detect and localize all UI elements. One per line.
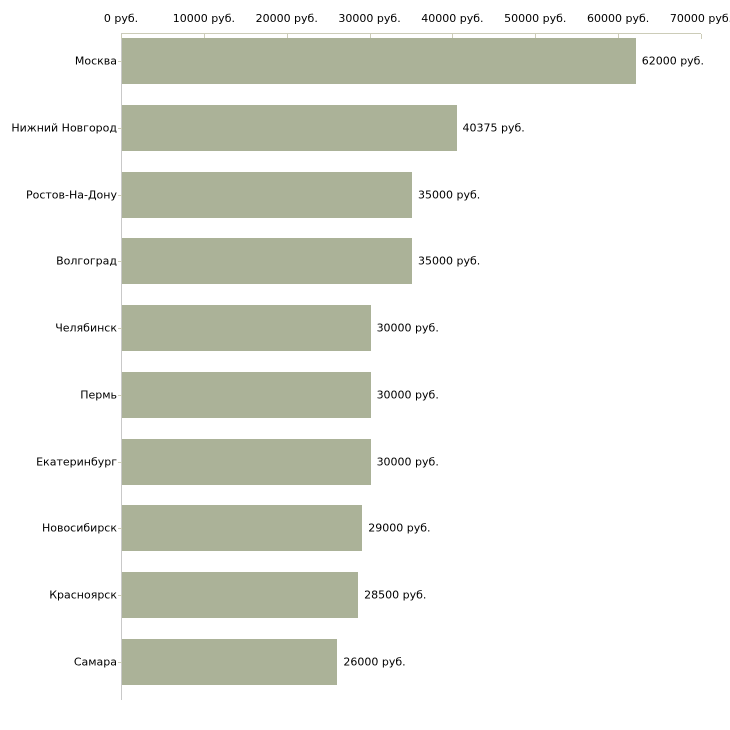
bar-3: [122, 171, 412, 218]
x-tick-label: 40000 руб.: [421, 12, 484, 25]
x-tick-label: 10000 руб.: [172, 12, 235, 25]
category-label: Пермь: [80, 388, 117, 402]
bar-5: [122, 305, 371, 352]
value-label: 29000 руб.: [368, 521, 431, 535]
bar-4: [122, 238, 412, 285]
x-tick-mark: [203, 34, 205, 39]
y-tick-mark: [118, 328, 122, 330]
category-label: Екатеринбург: [36, 455, 117, 469]
x-tick-mark: [618, 34, 620, 39]
y-tick-mark: [118, 128, 122, 130]
x-tick-label: 0 руб.: [103, 12, 139, 25]
x-tick-label: 30000 руб.: [338, 12, 401, 25]
y-tick-mark: [118, 394, 122, 396]
bar-7: [122, 438, 371, 485]
value-label: 30000 руб.: [376, 321, 439, 335]
y-tick-mark: [118, 261, 122, 263]
y-tick-mark: [118, 661, 122, 663]
y-tick-mark: [118, 61, 122, 63]
bar-2: [122, 105, 457, 152]
x-tick-mark: [701, 34, 702, 39]
x-tick-mark: [369, 34, 371, 39]
value-label: 62000 руб.: [641, 54, 704, 68]
y-axis-line: [121, 33, 122, 700]
category-label: Москва: [74, 54, 117, 68]
x-tick-label: 20000 руб.: [255, 12, 318, 25]
y-tick-mark: [118, 594, 122, 596]
category-label: Красноярск: [49, 588, 117, 602]
x-tick-label: 60000 руб.: [587, 12, 650, 25]
x-tick-mark: [286, 34, 288, 39]
value-label: 30000 руб.: [376, 455, 439, 469]
x-tick-mark: [452, 34, 454, 39]
x-tick-mark: [535, 34, 537, 39]
x-axis-line: [121, 33, 701, 34]
value-label: 26000 руб.: [343, 655, 406, 669]
bar-1: [122, 38, 636, 85]
y-tick-mark: [118, 194, 122, 196]
value-label: 35000 руб.: [418, 188, 481, 202]
x-tick-label: 70000 руб.: [669, 12, 730, 25]
bar-8: [122, 505, 363, 552]
category-label: Нижний Новгород: [11, 121, 117, 135]
category-label: Челябинск: [55, 321, 117, 335]
y-tick-mark: [118, 461, 122, 463]
value-label: 35000 руб.: [418, 254, 481, 268]
value-label: 40375 руб.: [462, 121, 525, 135]
value-label: 28500 руб.: [364, 588, 427, 602]
bar-9: [122, 571, 359, 618]
x-tick-mark: [121, 34, 122, 39]
category-label: Ростов-На-Дону: [25, 188, 117, 202]
bar-10: [122, 638, 338, 685]
category-label: Волгоград: [56, 254, 117, 268]
y-tick-mark: [118, 528, 122, 530]
value-label: 30000 руб.: [376, 388, 439, 402]
category-label: Новосибирск: [41, 521, 117, 535]
category-label: Самара: [73, 655, 117, 669]
x-tick-label: 50000 руб.: [504, 12, 567, 25]
bar-6: [122, 371, 371, 418]
